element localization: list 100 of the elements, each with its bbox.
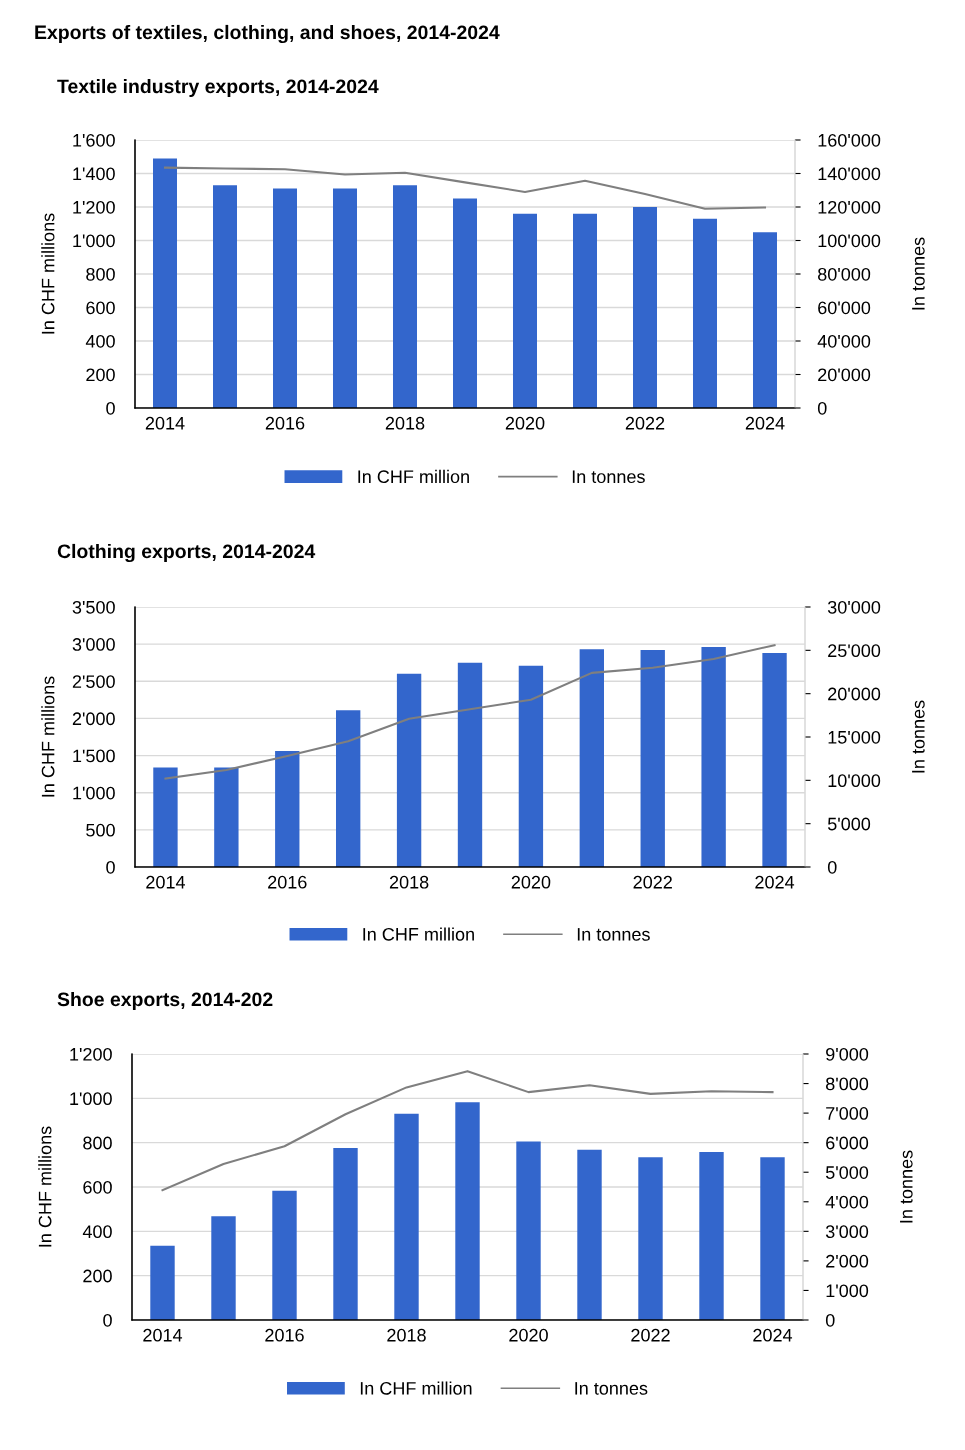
y-tick-label: 800 (83, 1136, 112, 1150)
y2-tick-label: 100'000 (818, 234, 881, 248)
y2-tick-label: 120'000 (818, 200, 881, 214)
y2-tick-label: 15'000 (828, 730, 881, 744)
legend-label: In tonnes (577, 928, 650, 941)
y-tick-label: 2'000 (72, 712, 115, 726)
y2-tick-label: 0 (825, 1313, 835, 1327)
y2-tick-label: 30'000 (827, 600, 881, 614)
y2-tick-label: 80'000 (818, 267, 871, 281)
bar (396, 673, 422, 867)
y-tick-label: 1'000 (73, 234, 115, 248)
y2-tick-label: 9'000 (826, 1047, 869, 1061)
bar (214, 767, 239, 867)
y-tick-label: 1'600 (73, 133, 115, 147)
y2-tick-label: 140'000 (818, 167, 881, 181)
bar (153, 767, 178, 867)
y-tick-label: 800 (86, 267, 115, 281)
bar (638, 1157, 663, 1320)
y2-tick-label: 4'000 (825, 1195, 869, 1209)
y-axis-title: In CHF millions (38, 1126, 52, 1247)
x-tick-label: 2016 (265, 416, 305, 430)
y2-tick-label: 1'000 (826, 1284, 869, 1298)
y-axis-title: In CHF millions (41, 213, 55, 334)
x-tick-label: 2014 (145, 416, 185, 430)
bar (513, 213, 537, 408)
x-tick-label: 2022 (625, 416, 665, 430)
y-tick-label: 500 (86, 823, 115, 837)
bar (211, 1216, 236, 1320)
bar (453, 198, 477, 408)
y2-tick-label: 160'000 (818, 133, 881, 147)
bar (455, 1102, 480, 1320)
bar (336, 710, 361, 867)
bar (633, 207, 657, 408)
bar (762, 653, 787, 867)
x-tick-label: 2018 (387, 1328, 426, 1342)
y-tick-label: 0 (106, 401, 115, 415)
x-tick-label: 2014 (143, 1328, 183, 1342)
bar (333, 188, 357, 408)
x-tick-label: 2022 (633, 875, 672, 889)
bar (213, 185, 237, 408)
y-tick-label: 400 (82, 1225, 112, 1239)
y-tick-label: 1'200 (70, 1047, 112, 1061)
y2-tick-label: 0 (817, 401, 827, 415)
bar (457, 662, 483, 867)
y-tick-label: 1'400 (73, 167, 115, 181)
y2-tick-label: 60'000 (818, 301, 871, 315)
line-series (163, 166, 767, 210)
legend-label: In tonnes (572, 470, 645, 484)
bar (272, 1190, 297, 1320)
y2-tick-label: 5'000 (825, 1166, 869, 1179)
y2-tick-label: 7'000 (826, 1107, 869, 1120)
y-tick-label: 3'500 (72, 600, 115, 614)
bar (394, 1113, 419, 1320)
x-tick-label: 2024 (755, 875, 795, 889)
y-tick-label: 1'000 (70, 1092, 112, 1106)
y2-tick-label: 40'000 (817, 334, 871, 348)
x-tick-label: 2020 (509, 1328, 548, 1342)
y-tick-label: 2'500 (72, 675, 115, 689)
x-tick-label: 2016 (265, 1328, 304, 1342)
bar (760, 1157, 785, 1320)
x-tick-label: 2020 (505, 416, 545, 430)
bar (701, 647, 726, 867)
legend-label: In CHF million (358, 469, 469, 484)
legend-label: In CHF million (363, 927, 474, 941)
bar (273, 188, 297, 408)
legend-label: In CHF million (360, 1381, 472, 1395)
y-tick-label: 200 (83, 1269, 112, 1283)
y-tick-label: 1'500 (73, 749, 115, 763)
bar (518, 665, 544, 867)
y-tick-label: 200 (86, 368, 115, 382)
chart-title: Clothing exports, 2014-2024 (57, 543, 316, 563)
chart-title: Exports of textiles, clothing, and shoes, 2014-2024 (35, 24, 500, 44)
bar (150, 1245, 175, 1320)
bar (693, 218, 717, 408)
x-tick-label: 2016 (268, 875, 307, 889)
y2-axis-title: In tonnes (900, 1150, 913, 1223)
y2-tick-label: 5'000 (827, 817, 871, 831)
line-series (161, 1070, 774, 1192)
y2-axis-title: In tonnes (912, 237, 925, 310)
x-tick-label: 2018 (385, 416, 425, 430)
chart-subtitle: Textile industry exports, 2014-2024 (57, 78, 379, 98)
y-tick-label: 0 (106, 860, 115, 874)
legend-label: In tonnes (575, 1382, 648, 1395)
x-tick-label: 2024 (753, 1328, 793, 1342)
y-tick-label: 600 (83, 1180, 112, 1194)
bar (579, 649, 604, 867)
y2-tick-label: 3'000 (825, 1225, 869, 1239)
y-tick-label: 0 (103, 1313, 112, 1327)
y2-tick-label: 6'000 (826, 1136, 869, 1150)
chart-title: Shoe exports, 2014-202 (57, 991, 273, 1011)
bar (577, 1149, 602, 1320)
y-tick-label: 3'000 (72, 638, 115, 651)
y2-tick-label: 25'000 (828, 644, 881, 658)
bar (275, 751, 300, 867)
bar (640, 650, 665, 867)
y2-axis-title: In tonnes (912, 700, 925, 773)
y2-tick-label: 20'000 (828, 687, 881, 701)
bar (573, 213, 597, 408)
x-tick-label: 2018 (389, 875, 429, 889)
bar (699, 1151, 724, 1320)
